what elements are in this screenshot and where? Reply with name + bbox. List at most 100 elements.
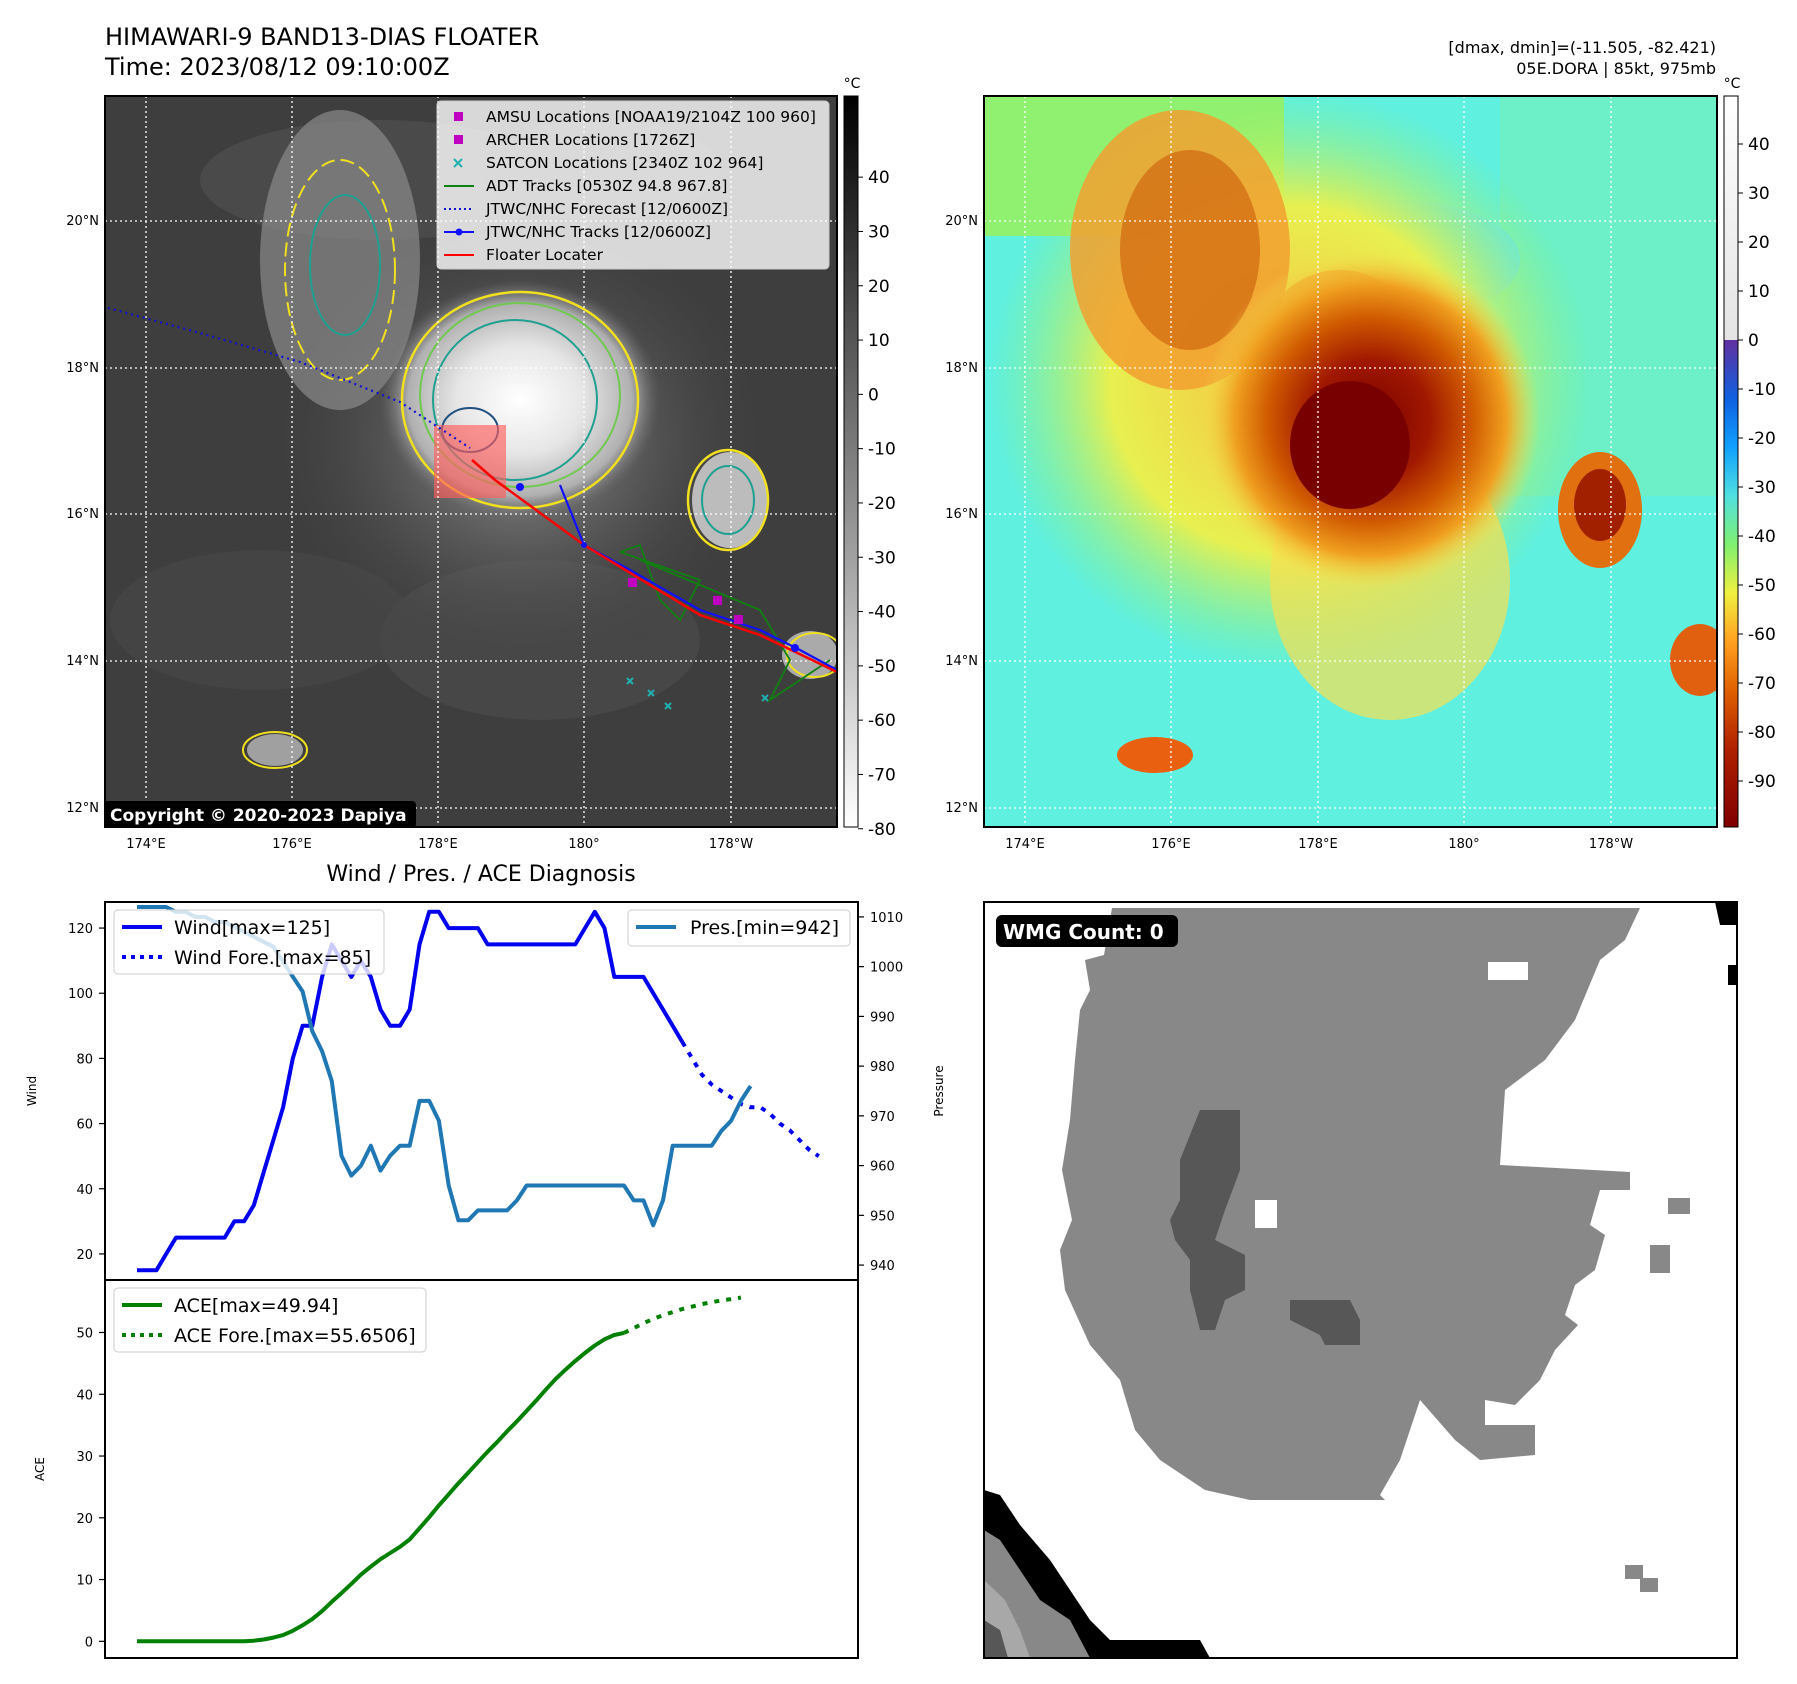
colorbar-tick-label: -20 [1748,429,1776,449]
pressure-tick-label: 1000 [870,961,903,976]
lat-tick-label: 18°N [66,361,99,376]
legend-wind: Wind[max=125] [174,917,330,939]
ace-tick-label: 50 [76,1327,93,1342]
map-legend-label: Floater Locater [486,246,604,264]
colorbar-tick-label: -70 [868,765,896,785]
lon-tick-label: 178°W [1589,837,1633,852]
wind-tick-label: 100 [68,987,93,1002]
figure-title: HIMAWARI-9 BAND13-DIAS FLOATER [105,23,539,51]
wind-tick-label: 120 [68,922,93,937]
copyright-text: Copyright © 2020-2023 Dapiya [110,806,407,826]
legend-ace-fore: ACE Fore.[max=55.6506] [174,1325,416,1347]
ace-tick-label: 0 [85,1635,93,1650]
ir-colorbar [843,95,859,828]
map-legend-label: JTWC/NHC Tracks [12/0600Z] [485,223,711,241]
wind-tick-label: 40 [76,1183,93,1198]
color-map-panel [984,96,1717,827]
lon-tick-label: 176°E [272,837,312,852]
lat-tick-label: 14°N [66,654,99,669]
ace-legend: ACE[max=49.94] ACE Fore.[max=55.6506] [113,1287,427,1353]
lat-tick-label: 12°N [945,801,978,816]
colorbar-tick-label: -30 [1748,478,1776,498]
map-legend: AMSU Locations [NOAA19/2104Z 100 960] ARC… [436,100,830,270]
ace-tick-label: 30 [76,1450,93,1465]
map-legend-item: JTWC/NHC Forecast [12/0600Z] [444,200,728,218]
color-colorbar [1723,95,1739,828]
colorbar-tick-label: -80 [1748,723,1776,743]
pressure-tick-label: 980 [870,1060,895,1075]
wmg-panel [983,901,1738,1659]
lon-tick-label: 174°E [126,837,166,852]
wind-tick-label: 20 [76,1248,93,1263]
colorbar-tick-label: -40 [868,603,896,623]
ace-series-line [137,1330,625,1644]
wmg-count: WMG Count: 0 [1003,920,1164,944]
ir-colorbar-unit: °C [844,76,861,92]
lat-tick-label: 14°N [945,654,978,669]
colorbar-tick-label: -30 [868,548,896,568]
map-legend-label: SATCON Locations [2340Z 102 964] [486,154,763,172]
wind-series-line [137,909,685,1273]
color-colorbar-unit: °C [1724,76,1741,92]
legend-wind-fore: Wind Fore.[max=85] [174,947,371,969]
colorbar-tick-label: -20 [868,494,896,514]
wind-legend: Wind[max=125] Wind Fore.[max=85] [113,909,385,975]
pressure-tick-label: 970 [870,1110,895,1125]
colorbar-tick-label: 10 [1748,282,1770,302]
colorbar-tick-label: -50 [1748,576,1776,596]
ace-tick-label: 20 [76,1512,93,1527]
colorbar-tick-label: -40 [1748,527,1776,547]
pressure-tick-label: 960 [870,1160,895,1175]
colorbar-tick-label: 30 [1748,184,1770,204]
colorbar-tick-label: -80 [868,820,896,840]
diag-title: Wind / Pres. / ACE Diagnosis [326,862,635,887]
pressure-legend: Pres.[min=942] [627,909,851,947]
ace-tick-label: 10 [76,1574,93,1589]
colorbar-tick-label: 0 [1748,331,1759,351]
colorbar-tick-label: -60 [868,711,896,731]
lat-tick-label: 16°N [945,507,978,522]
colorbar-tick-label: -70 [1748,674,1776,694]
colorbar-tick-label: 0 [868,385,879,405]
map-legend-label: JTWC/NHC Forecast [12/0600Z] [485,200,728,218]
pressure-tick-label: 1010 [870,911,903,926]
lat-tick-label: 20°N [66,214,99,229]
copyright-badge [104,801,416,828]
map-legend-item: SATCON Locations [2340Z 102 964] [453,154,763,172]
wmg-badge [996,915,1178,947]
lon-tick-label: 178°E [1298,837,1338,852]
legend-pres: Pres.[min=942] [690,917,839,939]
colorbar-tick-label: 20 [1748,233,1770,253]
colorbar-tick-label: 20 [868,277,890,297]
figure-time: Time: 2023/08/12 09:10:00Z [104,53,450,81]
colorbar-tick-label: 40 [1748,135,1770,155]
colorbar-tick-label: -50 [868,657,896,677]
lon-tick-label: 176°E [1151,837,1191,852]
pressure-axis-label: Pressure [932,1065,946,1116]
pressure-tick-label: 950 [870,1209,895,1224]
lon-tick-label: 174°E [1005,837,1045,852]
map-legend-item: ARCHER Locations [1726Z] [454,131,695,149]
colorbar-tick-label: -60 [1748,625,1776,645]
lat-tick-label: 18°N [945,361,978,376]
lon-tick-label: 178°E [418,837,458,852]
wind-series-line [680,1041,820,1158]
wind-tick-label: 60 [76,1118,93,1133]
lat-tick-label: 20°N [945,214,978,229]
lat-tick-label: 12°N [66,801,99,816]
map-legend-label: ARCHER Locations [1726Z] [486,131,695,149]
ace-tick-label: 40 [76,1388,93,1403]
pressure-tick-label: 990 [870,1010,895,1025]
colorbar-tick-label: -10 [1748,380,1776,400]
ir-map-frame [104,95,838,828]
lon-tick-label: 180° [568,837,599,852]
map-legend-label: AMSU Locations [NOAA19/2104Z 100 960] [486,108,816,126]
wind-axis-label: Wind [25,1076,39,1106]
lon-tick-label: 178°W [709,837,753,852]
map-legend-item: ADT Tracks [0530Z 94.8 967.8] [444,177,727,195]
legend-ace: ACE[max=49.94] [174,1295,338,1317]
stats-text: [dmax, dmin]=(-11.505, -82.421) [1448,38,1716,57]
map-legend-item: JTWC/NHC Tracks [12/0600Z] [444,223,711,241]
map-legend-label: ADT Tracks [0530Z 94.8 967.8] [486,177,727,195]
